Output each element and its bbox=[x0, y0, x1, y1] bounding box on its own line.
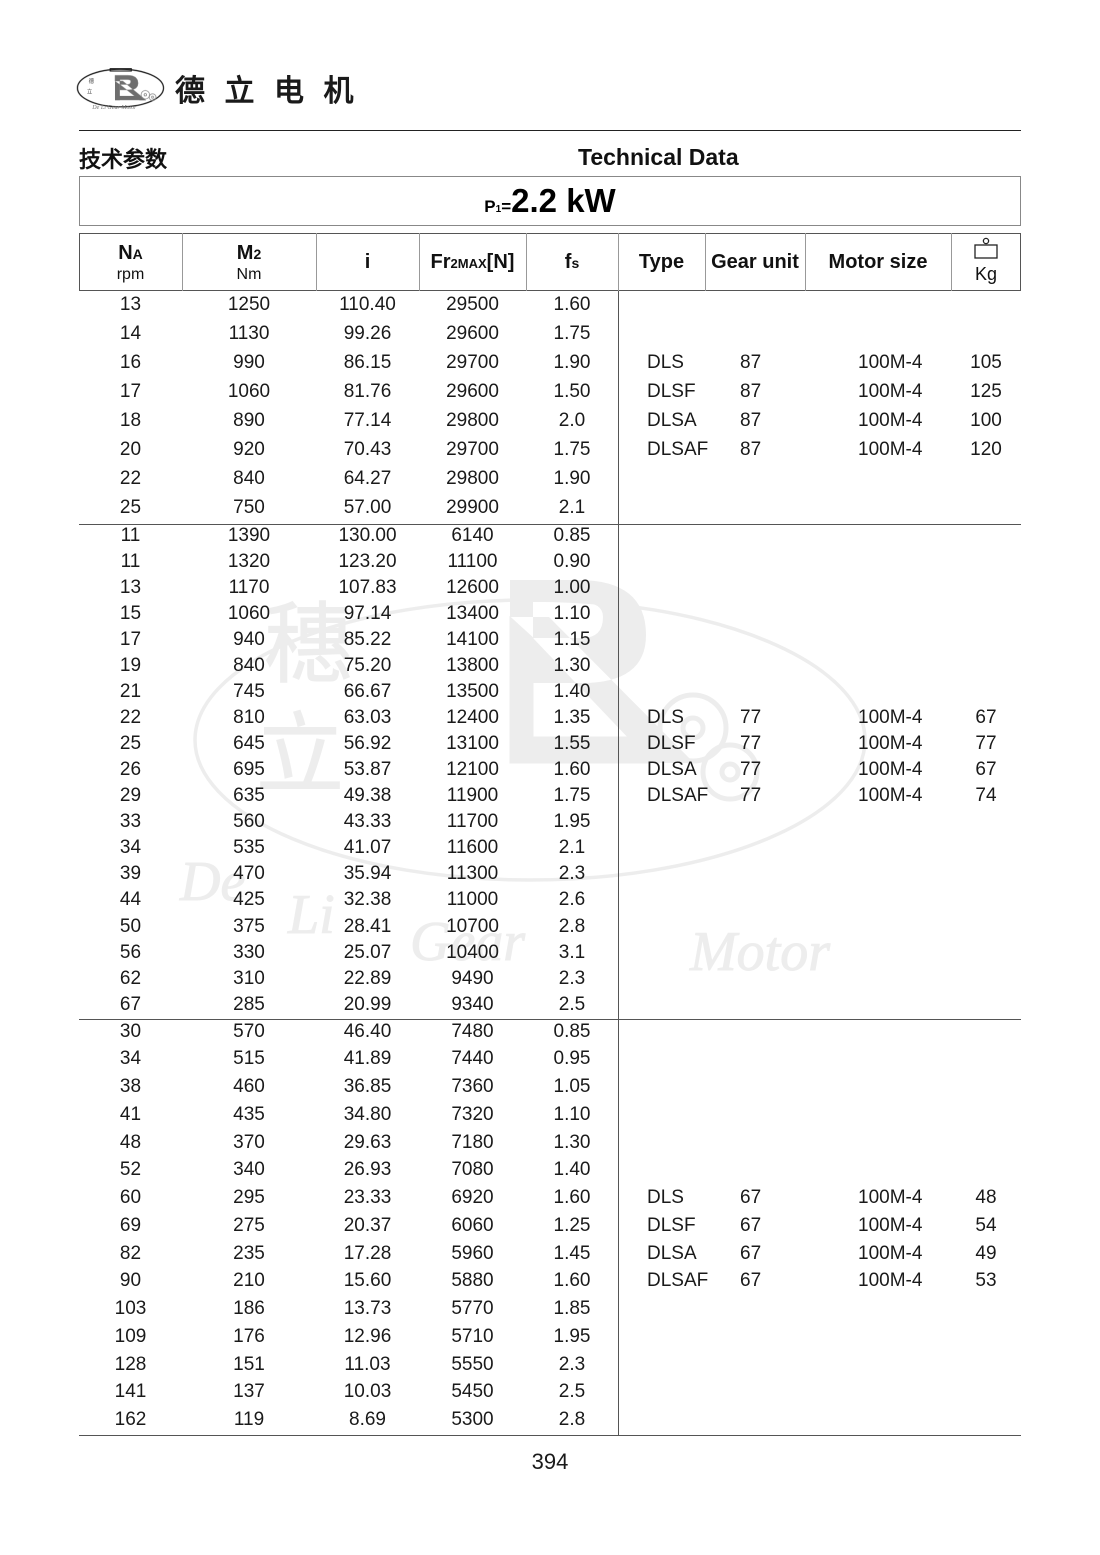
svg-text:德: 德 bbox=[88, 77, 94, 85]
svg-text:Li: Li bbox=[287, 884, 335, 946]
svg-text:Motor: Motor bbox=[689, 921, 830, 983]
svg-text:De Li Gear Motor: De Li Gear Motor bbox=[91, 105, 137, 110]
svg-text:立: 立 bbox=[86, 87, 92, 95]
